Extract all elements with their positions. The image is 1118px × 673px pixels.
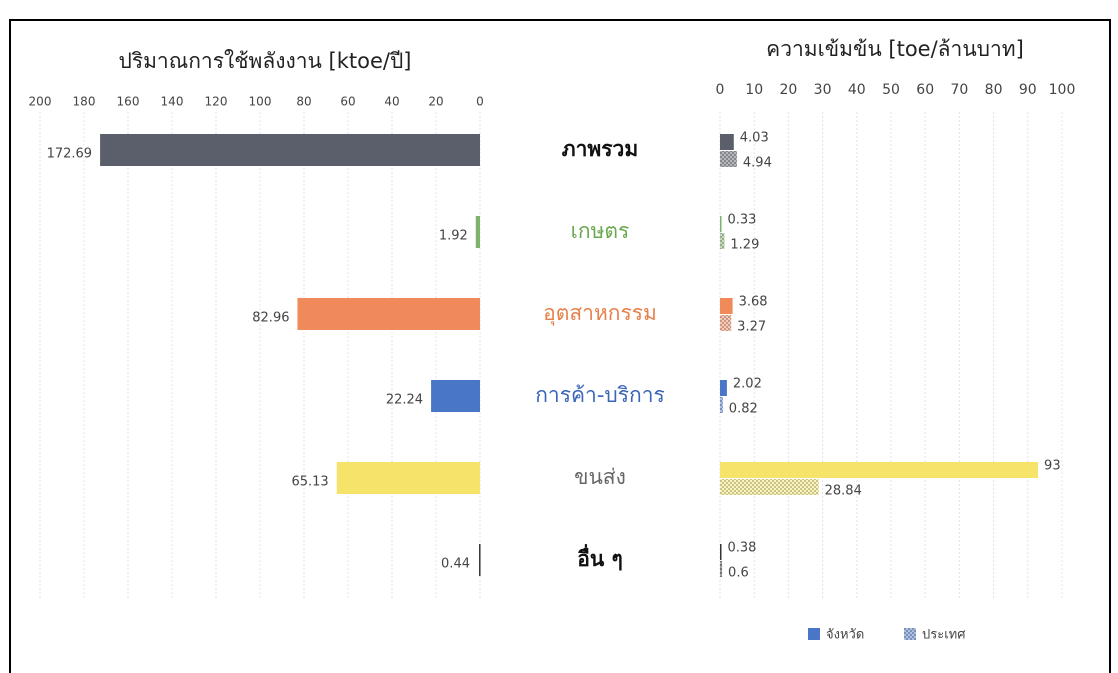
- value-label: 22.24: [386, 393, 423, 408]
- x-tick-label: 20: [779, 82, 797, 98]
- value-label: 0.44: [441, 557, 470, 572]
- bar-tint: [720, 479, 819, 495]
- x-tick-label: 160: [117, 95, 140, 109]
- x-tick-label: 60: [916, 82, 934, 98]
- x-tick-label: 0: [716, 82, 725, 98]
- x-tick-label: 90: [1019, 82, 1037, 98]
- value-label: 0.38: [728, 541, 757, 556]
- x-tick-label: 140: [161, 95, 184, 109]
- bar: [720, 134, 734, 150]
- bar: [720, 216, 722, 232]
- bar: [475, 216, 480, 248]
- category-label: การค้า-บริการ: [535, 383, 665, 407]
- value-label: 2.02: [733, 377, 762, 392]
- right-title: ความเข้มข้น [toe/ล้านบาท]: [766, 37, 1024, 61]
- bar: [720, 544, 722, 560]
- bar: [720, 151, 737, 167]
- left-title: ปริมาณการใช้พลังงาน [ktoe/ปี]: [118, 49, 411, 73]
- bar-tint: [720, 233, 725, 249]
- category-label: อื่น ๆ: [577, 543, 623, 571]
- x-tick-label: 80: [296, 95, 311, 109]
- bar: [431, 380, 480, 412]
- value-label: 0.33: [728, 213, 757, 228]
- bar: [720, 315, 732, 331]
- frame: [9, 19, 1111, 673]
- bar: [720, 479, 819, 495]
- bar: [720, 397, 723, 413]
- legend-swatch: [904, 628, 916, 640]
- value-label: 1.29: [730, 238, 759, 253]
- x-tick-label: 30: [814, 82, 832, 98]
- legend-label: จังหวัด: [826, 628, 864, 643]
- bar: [720, 233, 725, 249]
- bar: [297, 298, 480, 330]
- value-label: 4.94: [743, 156, 772, 171]
- bar: [720, 380, 727, 396]
- x-tick-label: 40: [384, 95, 399, 109]
- x-tick-label: 100: [249, 95, 272, 109]
- value-label: 1.92: [439, 229, 468, 244]
- value-label: 93: [1044, 459, 1061, 474]
- bar: [720, 462, 1039, 478]
- bar: [720, 298, 733, 314]
- x-tick-label: 120: [205, 95, 228, 109]
- x-tick-label: 10: [745, 82, 763, 98]
- value-label: 3.27: [737, 320, 766, 335]
- value-label: 82.96: [252, 311, 289, 326]
- x-tick-label: 60: [340, 95, 355, 109]
- value-label: 0.82: [729, 402, 758, 417]
- bar-tint: [720, 397, 723, 413]
- bar: [720, 561, 723, 577]
- value-label: 28.84: [825, 484, 862, 499]
- x-tick-label: 80: [985, 82, 1003, 98]
- category-label: ภาพรวม: [562, 137, 638, 161]
- category-label: ขนส่ง: [574, 465, 626, 489]
- x-tick-label: 100: [1049, 82, 1076, 98]
- bar: [336, 462, 480, 494]
- bar-tint: [720, 151, 737, 167]
- x-tick-label: 40: [848, 82, 866, 98]
- x-tick-label: 70: [950, 82, 968, 98]
- legend-swatch: [808, 628, 820, 640]
- bar-tint: [720, 315, 732, 331]
- value-label: 0.6: [728, 566, 749, 581]
- x-tick-label: 180: [73, 95, 96, 109]
- legend-label: ประเทศ: [922, 628, 966, 643]
- category-label: เกษตร: [571, 219, 630, 243]
- value-label: 172.69: [47, 147, 93, 162]
- category-label: อุตสาหกรรม: [543, 301, 657, 326]
- x-tick-label: 50: [882, 82, 900, 98]
- value-label: 4.03: [740, 131, 769, 146]
- value-label: 65.13: [291, 475, 328, 490]
- bar: [100, 134, 480, 166]
- bar-tint: [720, 561, 723, 577]
- legend-tint: [904, 628, 916, 640]
- x-tick-label: 20: [428, 95, 443, 109]
- bar: [479, 544, 481, 576]
- value-label: 3.68: [739, 295, 768, 310]
- x-tick-label: 0: [476, 95, 484, 109]
- x-tick-label: 200: [29, 95, 52, 109]
